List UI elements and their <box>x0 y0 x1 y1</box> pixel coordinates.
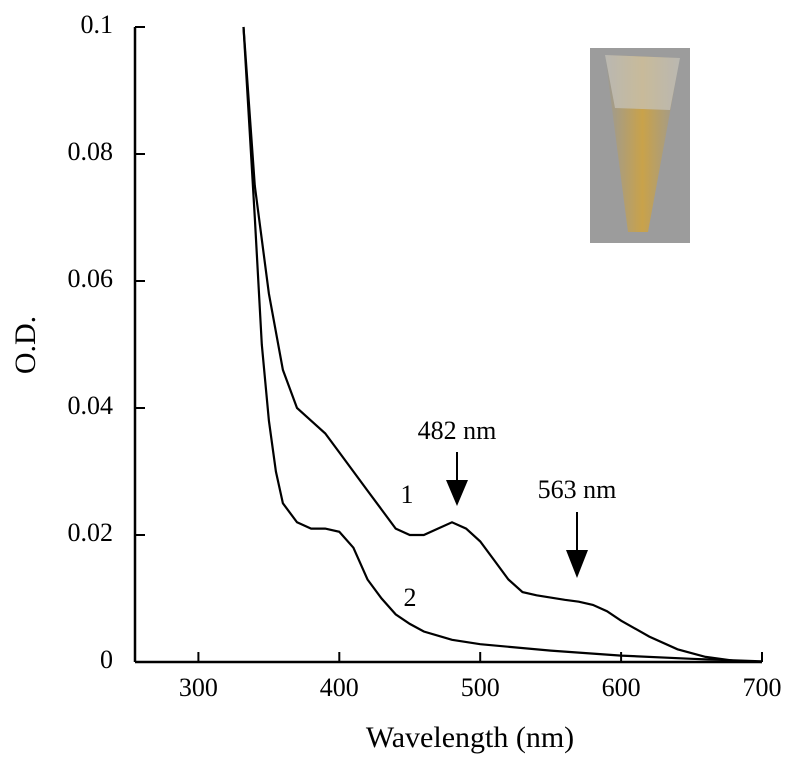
x-tick-label: 300 <box>179 673 218 702</box>
y-axis-label: O.D. <box>9 316 42 374</box>
series-label: 1 <box>401 480 414 509</box>
y-tick-label: 0.08 <box>68 137 114 166</box>
y-tick-label: 0 <box>100 645 113 674</box>
arrow <box>446 452 468 506</box>
inset-photo <box>590 48 690 243</box>
arrow <box>566 512 588 578</box>
x-tick-label: 400 <box>320 673 359 702</box>
x-tick-label: 500 <box>461 673 500 702</box>
annotation: 482 nm <box>418 416 497 445</box>
y-tick-label: 0.04 <box>68 391 114 420</box>
y-tick-label: 0.02 <box>68 518 114 547</box>
y-tick-label: 0.06 <box>68 264 114 293</box>
series-line <box>242 26 763 663</box>
y-tick-label: 0.1 <box>81 10 114 39</box>
x-axis-label: Wavelength (nm) <box>366 721 574 754</box>
series-line <box>242 26 763 664</box>
x-tick-label: 600 <box>602 673 641 702</box>
x-tick-label: 700 <box>743 673 782 702</box>
series-label: 2 <box>404 583 417 612</box>
annotation: 563 nm <box>538 475 617 504</box>
